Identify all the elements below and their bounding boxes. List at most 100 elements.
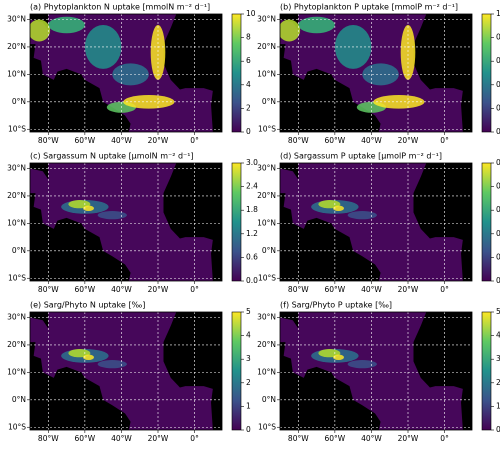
y-tick-label: 10°S xyxy=(258,124,276,133)
field xyxy=(30,14,213,132)
ocean xyxy=(30,163,213,281)
colorbar-tick-label: 3 xyxy=(246,354,251,363)
colorbar xyxy=(231,162,242,282)
y-tick-label: 10°S xyxy=(258,422,276,431)
colorbar-tick-label: 4 xyxy=(246,80,251,89)
panel-title: (d) Sargassum P uptake [μmolP m⁻² d⁻¹] xyxy=(280,152,442,161)
panel-title: (c) Sargassum N uptake [μmolN m⁻² d⁻¹] xyxy=(30,152,194,161)
x-tick-label: 60°W xyxy=(74,285,95,294)
colorbar-tick-label: 0.0 xyxy=(246,276,258,285)
field xyxy=(280,163,463,281)
y-tick-label: 30°N xyxy=(7,312,26,321)
x-tick-label: 40°W xyxy=(111,285,132,294)
x-tick-label: 40°W xyxy=(111,136,132,145)
colorbar xyxy=(481,311,492,431)
field-patch xyxy=(150,24,166,80)
field-patch xyxy=(48,16,85,34)
panel-title: (a) Phytoplankton N uptake [mmolN m⁻² d⁻… xyxy=(30,3,210,12)
colorbar-tick-label: 1.2 xyxy=(246,229,258,238)
x-tick-label: 40°W xyxy=(361,285,382,294)
colorbar-tick-label: 0.12 xyxy=(496,229,500,238)
colorbar-tick-label: 0 xyxy=(246,127,251,136)
ocean xyxy=(280,163,463,281)
field-patch xyxy=(373,94,425,109)
y-tick-label: 30°N xyxy=(257,163,276,172)
x-tick-label: 0° xyxy=(440,434,449,443)
map-panel: (f) Sarg/Phyto P uptake [‰] 80°W 60°W 40°W 2… xyxy=(257,301,500,444)
y-tick-label: 0°N xyxy=(12,97,26,106)
field-patch xyxy=(318,349,341,358)
colorbar-tick-label: 0 xyxy=(246,425,251,434)
x-tick-label: 40°W xyxy=(361,136,382,145)
colorbar-tick-label: 3 xyxy=(496,354,500,363)
colorbar-tick-label: 0 xyxy=(496,425,500,434)
colorbar-tick-label: 0.00 xyxy=(496,276,500,285)
y-tick-label: 10°N xyxy=(7,367,26,376)
x-tick-label: 60°W xyxy=(324,434,345,443)
y-tick-label: 10°S xyxy=(258,273,276,282)
y-tick-label: 0°N xyxy=(262,97,276,106)
map-frame xyxy=(279,162,473,282)
panel-title: (b) Phytoplankton P uptake [mmolP m⁻² d⁻… xyxy=(280,3,458,12)
field-patch xyxy=(123,94,175,109)
colorbar-tick-label: 0.0 xyxy=(496,127,500,136)
y-tick-label: 30°N xyxy=(257,14,276,23)
x-tick-label: 80°W xyxy=(288,285,309,294)
y-tick-label: 20°N xyxy=(7,340,26,349)
x-tick-label: 40°W xyxy=(361,434,382,443)
x-tick-label: 20°W xyxy=(398,285,419,294)
colorbar-tick-label: 1.8 xyxy=(246,205,258,214)
field-patch xyxy=(400,24,416,80)
colorbar-tick-label: 2.4 xyxy=(246,182,258,191)
colorbar xyxy=(231,311,242,431)
x-tick-label: 20°W xyxy=(148,136,169,145)
y-tick-label: 10°S xyxy=(8,422,26,431)
field-patch xyxy=(347,360,377,369)
y-tick-label: 20°N xyxy=(257,340,276,349)
field xyxy=(280,14,463,132)
map-frame xyxy=(279,13,473,133)
colorbar-tick-label: 4 xyxy=(496,331,500,340)
colorbar-tick-label: 0.6 xyxy=(496,56,500,65)
x-tick-label: 0° xyxy=(440,136,449,145)
y-tick-label: 10°S xyxy=(8,273,26,282)
y-tick-label: 10°N xyxy=(257,69,276,78)
field-patch xyxy=(97,211,127,220)
colorbar-tick-label: 1 xyxy=(496,401,500,410)
field-patch xyxy=(347,211,377,220)
ocean xyxy=(280,312,463,430)
y-tick-label: 10°N xyxy=(257,218,276,227)
field-patch xyxy=(68,200,91,209)
x-tick-label: 20°W xyxy=(398,434,419,443)
colorbar-tick-label: 4 xyxy=(246,331,251,340)
map-frame xyxy=(29,311,223,431)
field-patch xyxy=(30,19,51,42)
y-tick-label: 30°N xyxy=(7,14,26,23)
colorbar-tick-label: 0.30 xyxy=(496,158,500,167)
x-tick-label: 80°W xyxy=(38,136,59,145)
x-tick-label: 80°W xyxy=(38,434,59,443)
colorbar-tick-label: 5 xyxy=(496,307,500,316)
colorbar-tick-label: 1 xyxy=(246,401,251,410)
x-tick-label: 0° xyxy=(190,285,199,294)
field-patch xyxy=(83,354,94,361)
map-panel: (b) Phytoplankton P uptake [mmolP m⁻² d⁻… xyxy=(257,3,500,146)
field-patch xyxy=(318,200,341,209)
x-tick-label: 60°W xyxy=(324,136,345,145)
x-tick-label: 20°W xyxy=(398,136,419,145)
y-tick-label: 10°S xyxy=(8,124,26,133)
y-tick-label: 0°N xyxy=(262,246,276,255)
x-tick-label: 80°W xyxy=(288,136,309,145)
map-frame xyxy=(29,162,223,282)
x-tick-label: 0° xyxy=(190,434,199,443)
field-patch xyxy=(333,354,344,361)
map-panel: (c) Sargassum N uptake [μmolN m⁻² d⁻¹] 80… xyxy=(7,152,258,295)
colorbar-tick-label: 0.8 xyxy=(496,33,500,42)
colorbar-tick-label: 10 xyxy=(246,9,256,18)
x-tick-label: 60°W xyxy=(324,285,345,294)
colorbar-tick-label: 6 xyxy=(246,56,251,65)
map-panel: (e) Sarg/Phyto N uptake [‰] 80°W 60°W 40°W 2… xyxy=(7,301,251,444)
colorbar-tick-label: 0.4 xyxy=(496,80,500,89)
field-patch xyxy=(333,205,344,212)
colorbar-tick-label: 2 xyxy=(246,103,251,112)
